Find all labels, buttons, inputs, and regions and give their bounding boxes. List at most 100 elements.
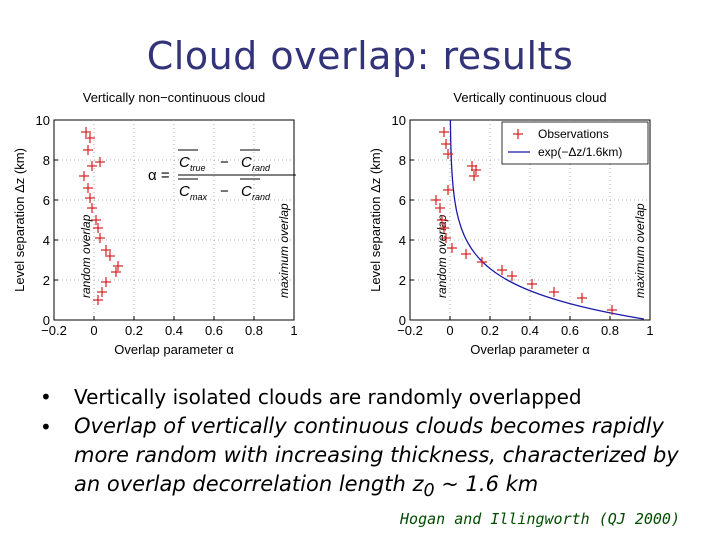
observation-marker: [469, 171, 479, 181]
formula-num-b: C: [241, 154, 252, 171]
observation-marker: [467, 161, 477, 171]
observation-marker: [81, 127, 91, 137]
observation-marker: [113, 261, 123, 271]
formula-den-a: C: [179, 183, 190, 200]
y-tick-label: 0: [43, 313, 50, 328]
y-tick-label: 4: [43, 233, 50, 248]
x-tick-label: 1: [290, 323, 297, 338]
observation-marker: [93, 223, 103, 233]
x-tick-label: 0.8: [601, 323, 619, 338]
annotation-random-overlap: random overlap: [79, 214, 93, 298]
bullet-text-2-sub: 0: [423, 481, 435, 502]
x-tick-label: 1: [646, 323, 653, 338]
x-tick-label: 0.2: [125, 323, 143, 338]
formula-den-b-sub: rand: [252, 192, 271, 202]
bullet-text-2-tail: ~ 1.6 km: [434, 472, 539, 496]
y-tick-label: 8: [399, 153, 406, 168]
observation-marker: [477, 257, 487, 267]
y-tick-label: 4: [399, 233, 406, 248]
legend-observations: Observations: [538, 127, 609, 141]
observation-marker: [431, 195, 441, 205]
fit-curve: [449, 120, 644, 320]
observation-marker: [527, 279, 537, 289]
legend-box: [501, 121, 649, 165]
bullet-item: • Overlap of vertically continuous cloud…: [40, 412, 700, 506]
observation-marker: [87, 161, 97, 171]
formula-minus: −: [220, 154, 229, 171]
x-tick-label: 0.4: [165, 323, 183, 338]
formula-minus: −: [220, 183, 229, 200]
bullet-item: • Vertically isolated clouds are randoml…: [40, 382, 700, 412]
bullet-list: • Vertically isolated clouds are randoml…: [40, 382, 700, 506]
x-axis-label: Overlap parameter α: [470, 342, 590, 357]
observation-marker: [443, 185, 453, 195]
y-tick-label: 6: [399, 193, 406, 208]
observation-marker: [83, 145, 93, 155]
chart-title: Vertically continuous cloud: [453, 90, 606, 105]
observation-marker: [577, 293, 587, 303]
y-axis-label: Level separation Δz (km): [368, 148, 383, 292]
slide-title: Cloud overlap: results: [146, 34, 574, 78]
y-tick-label: 0: [399, 313, 406, 328]
observation-marker: [83, 183, 93, 193]
observation-marker: [441, 139, 451, 149]
observation-marker: [443, 149, 453, 159]
observation-marker: [111, 267, 121, 277]
y-tick-label: 6: [43, 193, 50, 208]
observation-marker: [85, 133, 95, 143]
bullet-text-2: Overlap of vertically continuous clouds …: [74, 412, 700, 506]
bullet-text-2-main: Overlap of vertically continuous clouds …: [74, 414, 679, 496]
x-axis-label: Overlap parameter α: [114, 342, 234, 357]
observation-marker: [439, 223, 449, 233]
x-tick-label: −0.2: [41, 323, 67, 338]
formula-den-b: C: [241, 183, 252, 200]
annotation-random-overlap: random overlap: [435, 214, 449, 298]
observation-marker: [437, 215, 447, 225]
observation-marker: [97, 287, 107, 297]
bullet-text-1: Vertically isolated clouds are randomly …: [74, 385, 582, 409]
formula-num-a-sub: true: [190, 163, 206, 173]
y-tick-label: 8: [43, 153, 50, 168]
observation-marker: [91, 215, 101, 225]
x-tick-label: 0.8: [245, 323, 263, 338]
y-tick-label: 2: [43, 273, 50, 288]
y-tick-label: 10: [392, 113, 406, 128]
observation-marker: [105, 251, 115, 261]
x-tick-label: 0: [90, 323, 97, 338]
annotation-maximum-overlap: maximum overlap: [633, 203, 647, 298]
formula-den-a-sub: max: [190, 192, 208, 202]
observation-marker: [95, 157, 105, 167]
observation-marker: [441, 233, 451, 243]
observation-marker: [101, 245, 111, 255]
observation-marker: [607, 305, 617, 315]
observation-marker: [461, 249, 471, 259]
y-axis-label: Level separation Δz (km): [12, 148, 27, 292]
x-tick-label: 0: [446, 323, 453, 338]
observation-marker: [497, 265, 507, 275]
x-tick-label: 0.6: [561, 323, 579, 338]
observation-marker: [507, 271, 517, 281]
legend-fit: exp(−Δz/1.6km): [538, 145, 622, 159]
bullet-dot: •: [40, 385, 52, 409]
y-tick-label: 10: [36, 113, 50, 128]
bullet-dot: •: [40, 415, 52, 439]
observation-marker: [435, 203, 445, 213]
observation-marker: [85, 193, 95, 203]
x-tick-label: 0.6: [205, 323, 223, 338]
x-tick-label: −0.2: [397, 323, 423, 338]
observation-marker: [549, 287, 559, 297]
annotation-maximum-overlap: maximum overlap: [277, 203, 291, 298]
observation-marker: [93, 295, 103, 305]
x-tick-label: 0.4: [521, 323, 539, 338]
observation-marker: [95, 233, 105, 243]
chart-title: Vertically non−continuous cloud: [83, 90, 265, 105]
observation-marker: [79, 171, 89, 181]
observation-marker: [471, 165, 481, 175]
formula-num-a: C: [179, 154, 190, 171]
y-tick-label: 2: [399, 273, 406, 288]
formula-num-b-sub: rand: [252, 163, 271, 173]
citation: Hogan and Illingworth (QJ 2000): [400, 510, 680, 528]
